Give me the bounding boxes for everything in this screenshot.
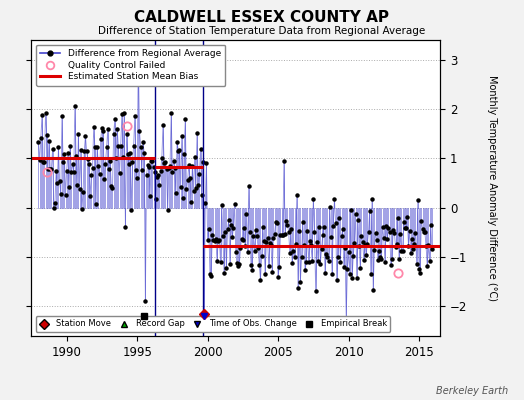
Text: Berkeley Earth: Berkeley Earth [436, 386, 508, 396]
Text: Difference of Station Temperature Data from Regional Average: Difference of Station Temperature Data f… [99, 26, 425, 36]
Legend: Station Move, Record Gap, Time of Obs. Change, Empirical Break: Station Move, Record Gap, Time of Obs. C… [36, 316, 390, 332]
Y-axis label: Monthly Temperature Anomaly Difference (°C): Monthly Temperature Anomaly Difference (… [487, 75, 497, 301]
Text: CALDWELL ESSEX COUNTY AP: CALDWELL ESSEX COUNTY AP [135, 10, 389, 25]
